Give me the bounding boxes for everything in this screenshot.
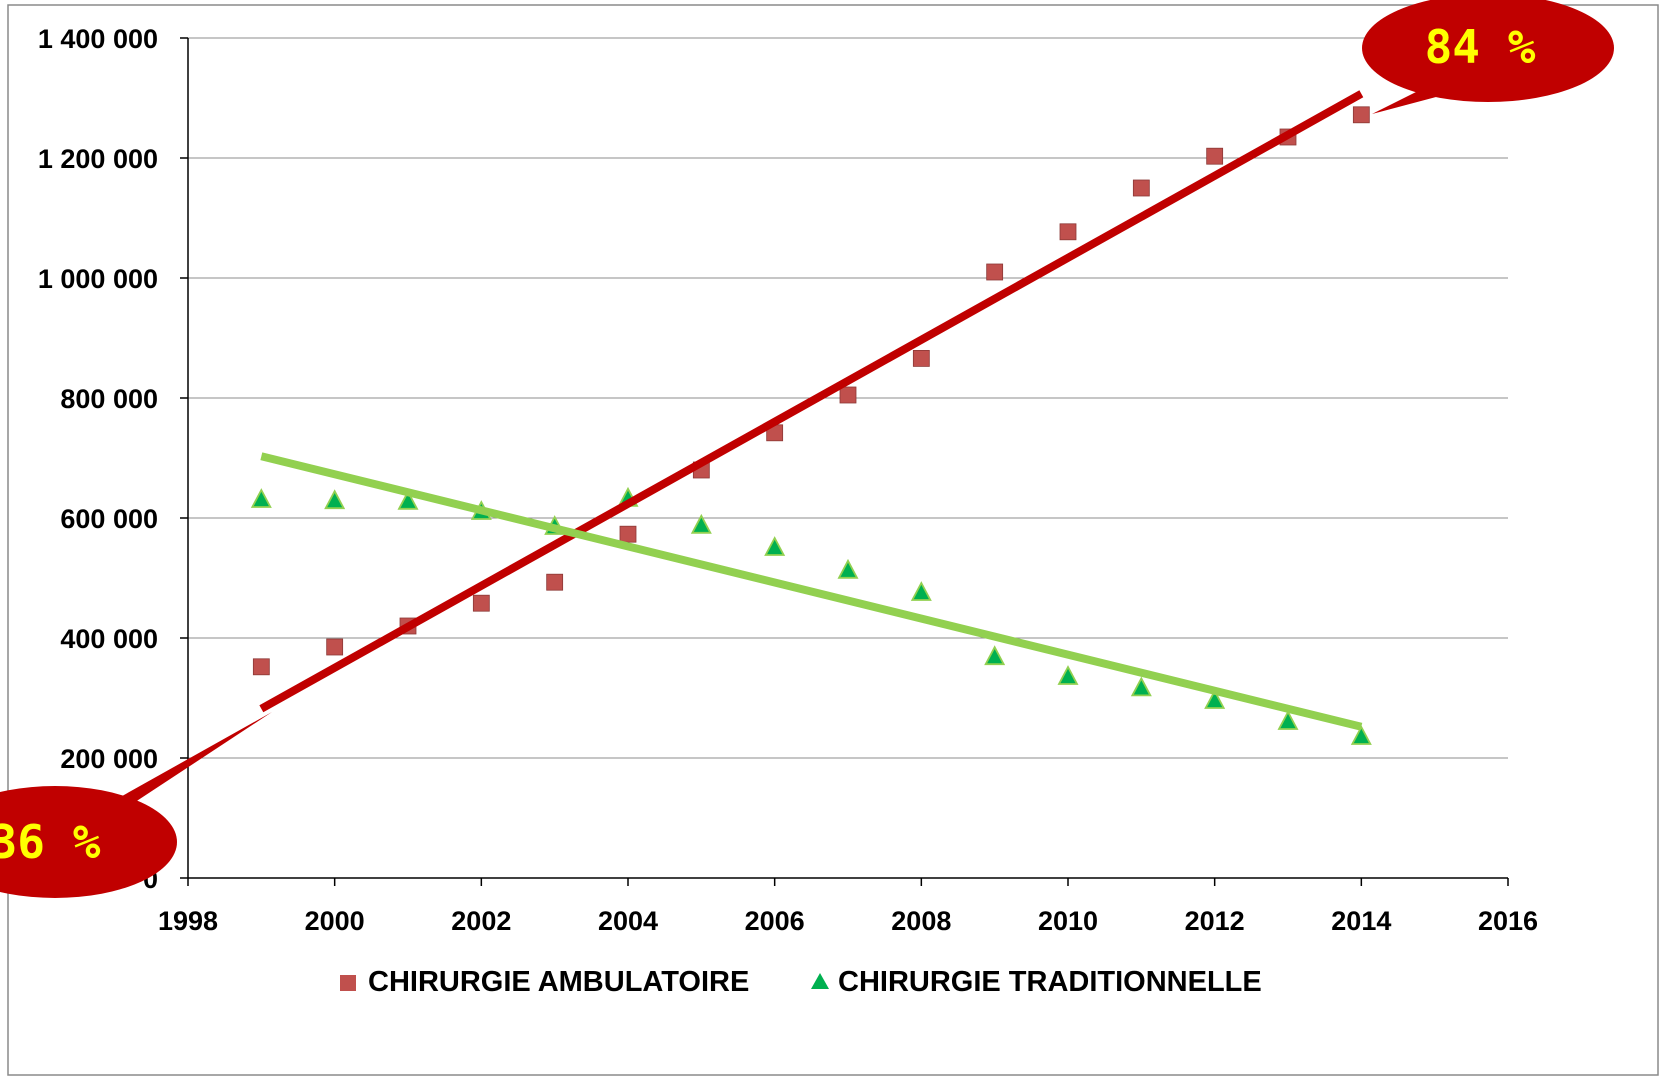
data-point-square [986,263,1004,281]
callout-bubble [1362,0,1614,102]
x-tick-label: 2002 [451,906,511,936]
data-point-triangle [837,558,859,579]
y-tick-label: 200 000 [60,744,158,774]
data-point-square [619,525,637,543]
y-tick-label: 400 000 [60,624,158,654]
data-point-square [252,658,270,676]
data-point-triangle [250,488,272,508]
trendline-ambulatoire [259,90,1364,713]
callout-36: 36 % [0,712,272,898]
callout-84: 84 % [1362,0,1614,114]
x-tick-label: 1998 [158,906,218,936]
data-point-triangle [910,581,932,601]
legend-item-traditionnelle: CHIRURGIE TRADITIONNELLE [811,966,1262,998]
legend-item-ambulatoire: CHIRURGIE AMBULATOIRE [340,966,749,998]
data-point-triangle [690,513,712,534]
data-point-square [1352,106,1370,124]
data-point-square [839,386,857,404]
y-tick-label: 800 000 [60,384,158,414]
y-tick-label: 1 000 000 [38,264,158,294]
callout-bubble [0,786,177,898]
y-tick-label: 600 000 [60,504,158,534]
x-tick-label: 2014 [1331,906,1391,936]
data-point-square [1132,179,1150,197]
x-tick-label: 2004 [598,906,658,936]
chart-border [7,4,1659,1076]
legend-marker-triangle [811,973,829,989]
legend-label: CHIRURGIE AMBULATOIRE [368,966,749,998]
data-point-triangle [1057,665,1079,685]
data-point-triangle [1277,710,1299,730]
x-tick-label: 2010 [1038,906,1098,936]
callout-label: 84 % [1425,20,1536,74]
data-point-square [1206,147,1224,165]
data-point-triangle [764,536,786,556]
data-point-triangle [1130,676,1152,697]
x-tick-label: 2000 [305,906,365,936]
data-point-triangle [984,645,1006,666]
legend-label: CHIRURGIE TRADITIONNELLE [838,966,1262,998]
trendline-traditionnelle [260,452,1363,731]
callouts: 36 % 84 % [0,0,1614,898]
x-tick-label: 2016 [1478,906,1538,936]
x-tick-label: 2012 [1185,906,1245,936]
y-tick-label: 1 400 000 [38,24,158,54]
data-point-square [326,638,344,656]
legend: CHIRURGIE AMBULATOIRE CHIRURGIE TRADITION… [340,966,1262,998]
trendlines [259,90,1364,731]
data-point-square [472,594,490,612]
callout-label: 36 % [0,815,101,869]
y-tick-label: 1 200 000 [38,144,158,174]
data-point-triangle [1204,689,1226,709]
data-point-square [912,349,930,367]
x-tick-label: 2006 [745,906,805,936]
data-point-triangle [1350,725,1372,745]
grid [188,37,1508,759]
x-tick-label: 2008 [891,906,951,936]
data-point-square [546,573,564,591]
data-point-triangle [324,489,346,510]
data-point-triangle [397,489,419,510]
data-point-square [1059,223,1077,241]
legend-marker-square [340,975,356,991]
